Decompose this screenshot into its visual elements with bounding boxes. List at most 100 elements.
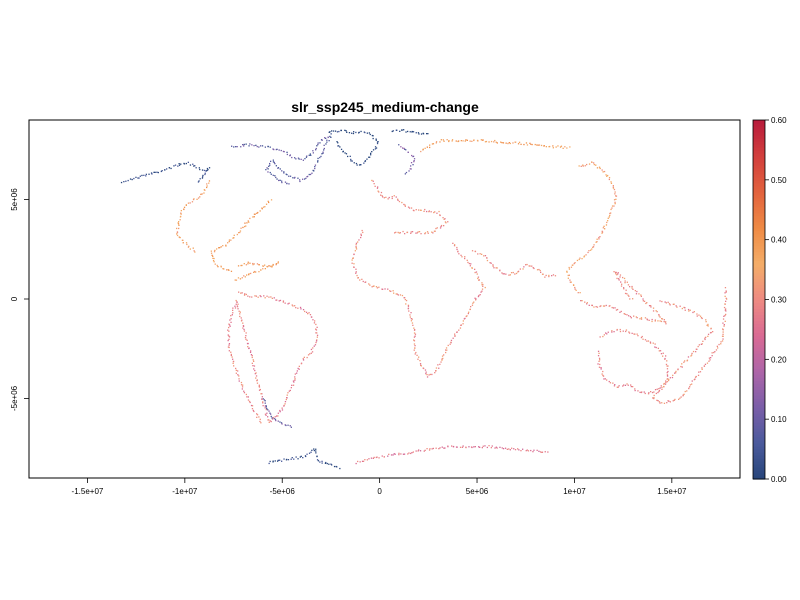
raster-cell <box>610 181 612 183</box>
raster-cell <box>292 384 295 386</box>
raster-cell <box>462 445 464 447</box>
raster-cell <box>588 250 590 252</box>
raster-cell <box>385 196 387 198</box>
raster-cell <box>180 213 182 215</box>
raster-cell <box>486 446 488 449</box>
raster-cell <box>275 264 277 266</box>
raster-cell <box>481 447 483 449</box>
raster-cell <box>321 462 323 464</box>
raster-cell <box>496 142 498 144</box>
raster-cell <box>282 150 285 153</box>
raster-cell <box>198 180 200 182</box>
raster-cell <box>177 165 179 167</box>
raster-cell <box>431 231 433 233</box>
raster-cell <box>613 188 616 191</box>
raster-cell <box>464 257 466 260</box>
raster-cell <box>611 207 613 209</box>
raster-cell <box>410 231 412 233</box>
raster-cell <box>231 356 233 358</box>
colorbar-cell <box>753 434 765 438</box>
raster-cell <box>414 333 417 335</box>
raster-cell <box>432 447 434 450</box>
raster-cell <box>375 286 378 288</box>
raster-cell <box>486 257 488 259</box>
raster-cell <box>317 160 319 162</box>
raster-cell <box>603 334 605 336</box>
raster-cell <box>614 384 616 386</box>
raster-cell <box>618 278 620 280</box>
raster-cell <box>256 212 258 214</box>
raster-cell <box>271 297 273 299</box>
raster-cell <box>255 372 257 374</box>
raster-cell <box>247 399 250 401</box>
raster-cell <box>723 324 725 326</box>
raster-cell <box>212 260 215 262</box>
raster-cell <box>478 294 480 297</box>
raster-cell <box>611 205 614 207</box>
raster-cell <box>632 386 634 388</box>
raster-cell <box>278 179 280 182</box>
raster-cell <box>176 234 179 237</box>
raster-cell <box>676 306 678 308</box>
raster-cell <box>265 414 267 416</box>
colorbar-cell <box>753 284 765 289</box>
raster-cell <box>484 445 486 447</box>
raster-cell <box>614 271 617 274</box>
raster-cell <box>603 305 606 307</box>
raster-cell <box>442 217 444 219</box>
raster-cell <box>624 313 626 315</box>
raster-cell <box>636 290 638 293</box>
raster-cell <box>253 263 255 265</box>
raster-cell <box>422 133 425 135</box>
raster-cell <box>443 225 445 227</box>
raster-cell <box>420 133 423 135</box>
raster-cell <box>316 334 319 336</box>
raster-cell <box>663 320 665 323</box>
colorbar-cell <box>753 404 765 408</box>
raster-cell <box>310 154 312 156</box>
raster-cell <box>243 294 246 296</box>
raster-cell <box>228 323 230 325</box>
raster-cell <box>213 251 216 253</box>
raster-cell <box>269 162 271 165</box>
raster-cell <box>411 130 413 133</box>
raster-cell <box>631 332 633 334</box>
raster-cell <box>423 210 425 212</box>
colorbar-cell <box>753 290 765 295</box>
raster-cell <box>371 286 373 288</box>
raster-cell <box>236 146 238 148</box>
raster-cell <box>441 446 443 448</box>
raster-cell <box>270 173 272 175</box>
raster-cell <box>617 386 619 388</box>
raster-cell <box>669 401 671 403</box>
raster-cell <box>269 171 271 174</box>
colorbar-cell <box>753 212 765 217</box>
raster-cell <box>659 300 661 302</box>
raster-cell <box>440 361 442 363</box>
raster-cell <box>316 459 319 461</box>
raster-cell <box>294 373 296 375</box>
raster-cell <box>306 176 308 178</box>
raster-cell <box>390 290 392 292</box>
raster-cell <box>709 359 711 361</box>
raster-cell <box>443 218 445 220</box>
raster-cell <box>360 130 362 133</box>
raster-cell <box>214 249 216 252</box>
raster-cell <box>437 364 439 366</box>
raster-cell <box>599 363 601 366</box>
raster-cell <box>259 420 261 423</box>
raster-cell <box>522 268 524 270</box>
raster-cell <box>569 279 571 281</box>
raster-cell <box>402 147 404 149</box>
raster-cell <box>317 143 319 146</box>
raster-cell <box>368 283 370 285</box>
raster-cell <box>533 449 535 451</box>
raster-cell <box>492 265 494 267</box>
raster-cell <box>252 262 254 265</box>
raster-cell <box>488 445 490 447</box>
colorbar-cell <box>753 449 765 453</box>
raster-cell <box>351 132 353 134</box>
raster-cell <box>697 345 699 348</box>
raster-cell <box>595 164 597 166</box>
raster-cell <box>608 216 610 218</box>
